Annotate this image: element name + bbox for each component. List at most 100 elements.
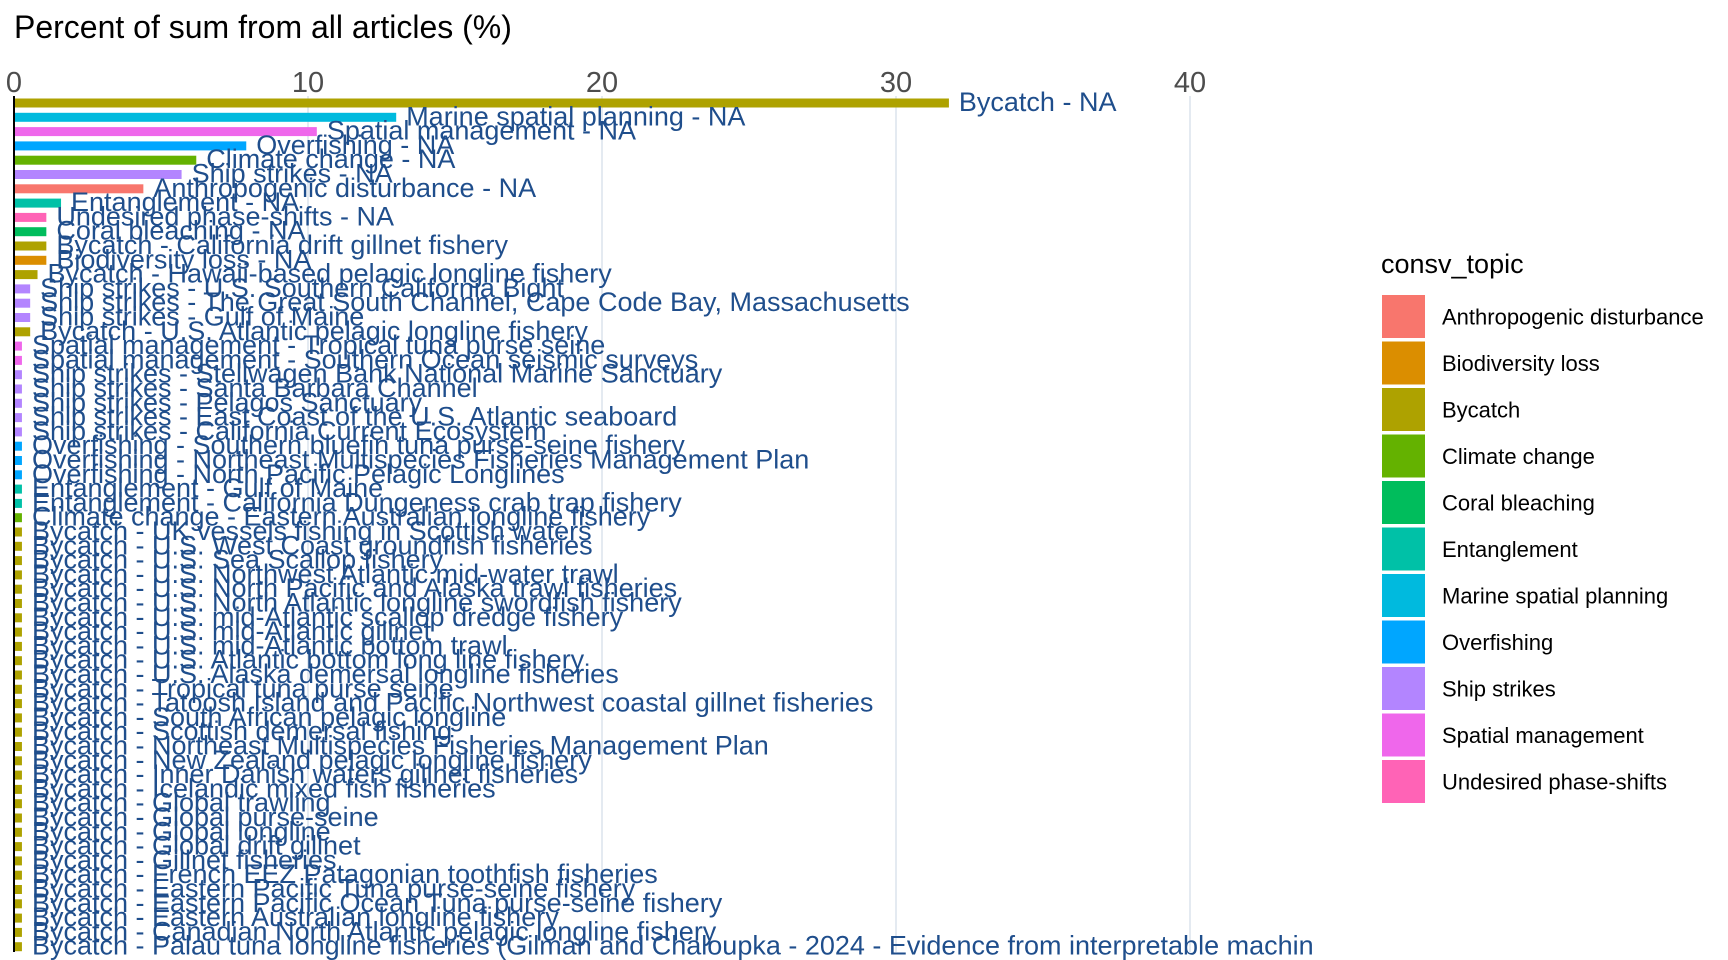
legend-swatch xyxy=(1382,760,1425,803)
bar xyxy=(14,170,182,179)
bar xyxy=(14,913,22,923)
legend-label: Biodiversity loss xyxy=(1442,351,1600,376)
legend-label: Bycatch xyxy=(1442,398,1520,423)
bar xyxy=(14,313,31,322)
bar-labels-group: Bycatch - NA Marine spatial planning - NA… xyxy=(32,87,1314,960)
bar-label: Bycatch - Palau tuna longline fisheries … xyxy=(32,931,1314,960)
bar xyxy=(14,370,22,380)
bar-label: Bycatch - Global longline xyxy=(32,816,331,846)
bar-label: Bycatch - French EEZ Patagonian toothfis… xyxy=(32,859,658,889)
bar-label: Bycatch - Hawaii-based pelagic longline … xyxy=(48,259,613,289)
bar xyxy=(14,885,22,894)
bar-label: Ship strikes - U.S. Southern California … xyxy=(40,273,564,303)
bar-label: Biodiversity loss - NA xyxy=(56,244,311,274)
bar xyxy=(14,570,22,580)
legend-swatch xyxy=(1382,574,1425,617)
x-tick-label: 30 xyxy=(880,67,912,99)
bar-label: Bycatch - New Zealand pelagic longline f… xyxy=(32,745,592,775)
legend-title: consv_topic xyxy=(1381,249,1524,279)
bar-label: Spatial management - Southern Ocean seis… xyxy=(32,344,698,374)
bar-label: Undesired phase-shifts - NA xyxy=(56,201,394,231)
bar xyxy=(14,141,247,151)
bar xyxy=(14,284,31,294)
bar-label: Bycatch - Global trawling xyxy=(32,788,331,818)
bar-label: Bycatch - U.S. North Atlantic longline s… xyxy=(32,588,682,618)
legend-swatch xyxy=(1382,481,1425,524)
bar xyxy=(14,942,22,952)
bar xyxy=(14,241,47,251)
bar-label: Bycatch - Tatoosh Island and Pacific Nor… xyxy=(32,688,873,718)
legend-label: Overfishing xyxy=(1442,630,1553,655)
bar xyxy=(14,684,22,694)
bar xyxy=(14,355,22,365)
bar xyxy=(14,441,22,451)
bar-label: Bycatch - UK vessels fishing in Scottish… xyxy=(32,516,592,546)
bar xyxy=(14,255,47,265)
bar xyxy=(14,727,22,737)
bar-label: Overfishing - NA xyxy=(256,130,454,160)
bar-label: Bycatch - Gillnet fisheries xyxy=(32,845,337,875)
bar-label: Bycatch - Eastern Pacific Tuna purse-sei… xyxy=(32,874,636,904)
bar-label: Bycatch - Inner Danish waters gillnet fi… xyxy=(32,759,578,789)
bar-label: Ship strikes - East Coast of the U.S. At… xyxy=(32,402,677,432)
bar xyxy=(14,527,22,537)
legend-swatch xyxy=(1382,434,1425,478)
bar-label: Bycatch - Global drift gillnet xyxy=(32,831,361,861)
bar-label: Overfishing - Southern bluefin tuna purs… xyxy=(32,430,685,460)
bar xyxy=(14,556,22,566)
legend-swatch xyxy=(1382,527,1425,571)
bar-label: Bycatch - U.S. Northwest Atlantic mid-wa… xyxy=(32,559,619,589)
bar-label: Bycatch - Icelandic mixed fish fisheries xyxy=(32,773,496,803)
bar xyxy=(14,584,22,594)
legend: consv_topic Anthropogenic disturbance Bio… xyxy=(1381,249,1704,803)
bar xyxy=(14,856,22,866)
bar-label: Bycatch - U.S. Atlantic pelagic longline… xyxy=(40,316,588,346)
bar-label: Bycatch - U.S. West Coast groundfish fis… xyxy=(32,530,593,560)
bar-label: Bycatch - U.S. Atlantic bottom long line… xyxy=(32,645,585,675)
bar xyxy=(14,270,38,280)
bar-label: Ship strikes - Pelagos Sanctuary xyxy=(32,387,423,417)
bar xyxy=(14,456,22,465)
bar-label: Bycatch - U.S. Sea Scallop fishery xyxy=(32,545,444,575)
bar xyxy=(14,627,22,637)
bar xyxy=(14,756,22,766)
bar xyxy=(14,341,22,351)
x-tick-label: 40 xyxy=(1174,67,1206,99)
bar-label: Bycatch - U.S. mid-Atlantic bottom trawl xyxy=(32,630,508,660)
bar xyxy=(14,413,22,423)
bar xyxy=(14,212,47,222)
legend-swatch xyxy=(1382,667,1425,710)
bar-label: Bycatch - Eastern Pacific Ocean Tuna pur… xyxy=(32,888,723,918)
bar xyxy=(14,184,144,194)
bar-label: Bycatch - U.S. mid-Atlantic scallop dred… xyxy=(32,602,624,632)
bar-label: Bycatch - U.S. Alaska demersal longline … xyxy=(32,659,619,689)
legend-swatch xyxy=(1382,620,1425,664)
bar-label: Entanglement - California Dungeness crab… xyxy=(32,487,682,517)
bar-label: Bycatch - South African pelagic longline xyxy=(32,702,506,732)
bar xyxy=(14,813,22,823)
bar-label: Bycatch - NA xyxy=(959,87,1117,117)
bar xyxy=(14,227,47,237)
bar-label: Spatial management - NA xyxy=(327,116,636,146)
bar-label: Bycatch - Global purse-seine xyxy=(32,802,379,832)
bar-label: Ship strikes - Santa Barbara Channel xyxy=(32,373,478,403)
bar-label: Overfishing - North Pacific Pelagic Long… xyxy=(32,459,565,489)
bar-label: Entanglement - NA xyxy=(71,187,299,217)
bar-label: Bycatch - Eastern Australian longline fi… xyxy=(32,902,559,932)
bar xyxy=(14,298,31,308)
bar-label: Bycatch - Tropical tuna purse seine xyxy=(32,673,454,703)
bar-label: Ship strikes - California Current Ecosys… xyxy=(32,416,547,446)
bar xyxy=(14,699,22,709)
legend-label: Spatial management xyxy=(1442,723,1644,748)
legend-swatch xyxy=(1382,341,1425,385)
gridlines xyxy=(307,96,1191,952)
bar xyxy=(14,398,22,408)
bar-label: Overfishing - Northeast Multispecies Fis… xyxy=(32,445,809,475)
bar-label: Marine spatial planning - NA xyxy=(406,101,745,131)
bar-label: Spatial management - Tropical tuna purse… xyxy=(32,330,605,360)
bar xyxy=(14,870,22,880)
x-tick-label: 0 xyxy=(6,67,22,99)
legend-swatch xyxy=(1382,388,1425,431)
